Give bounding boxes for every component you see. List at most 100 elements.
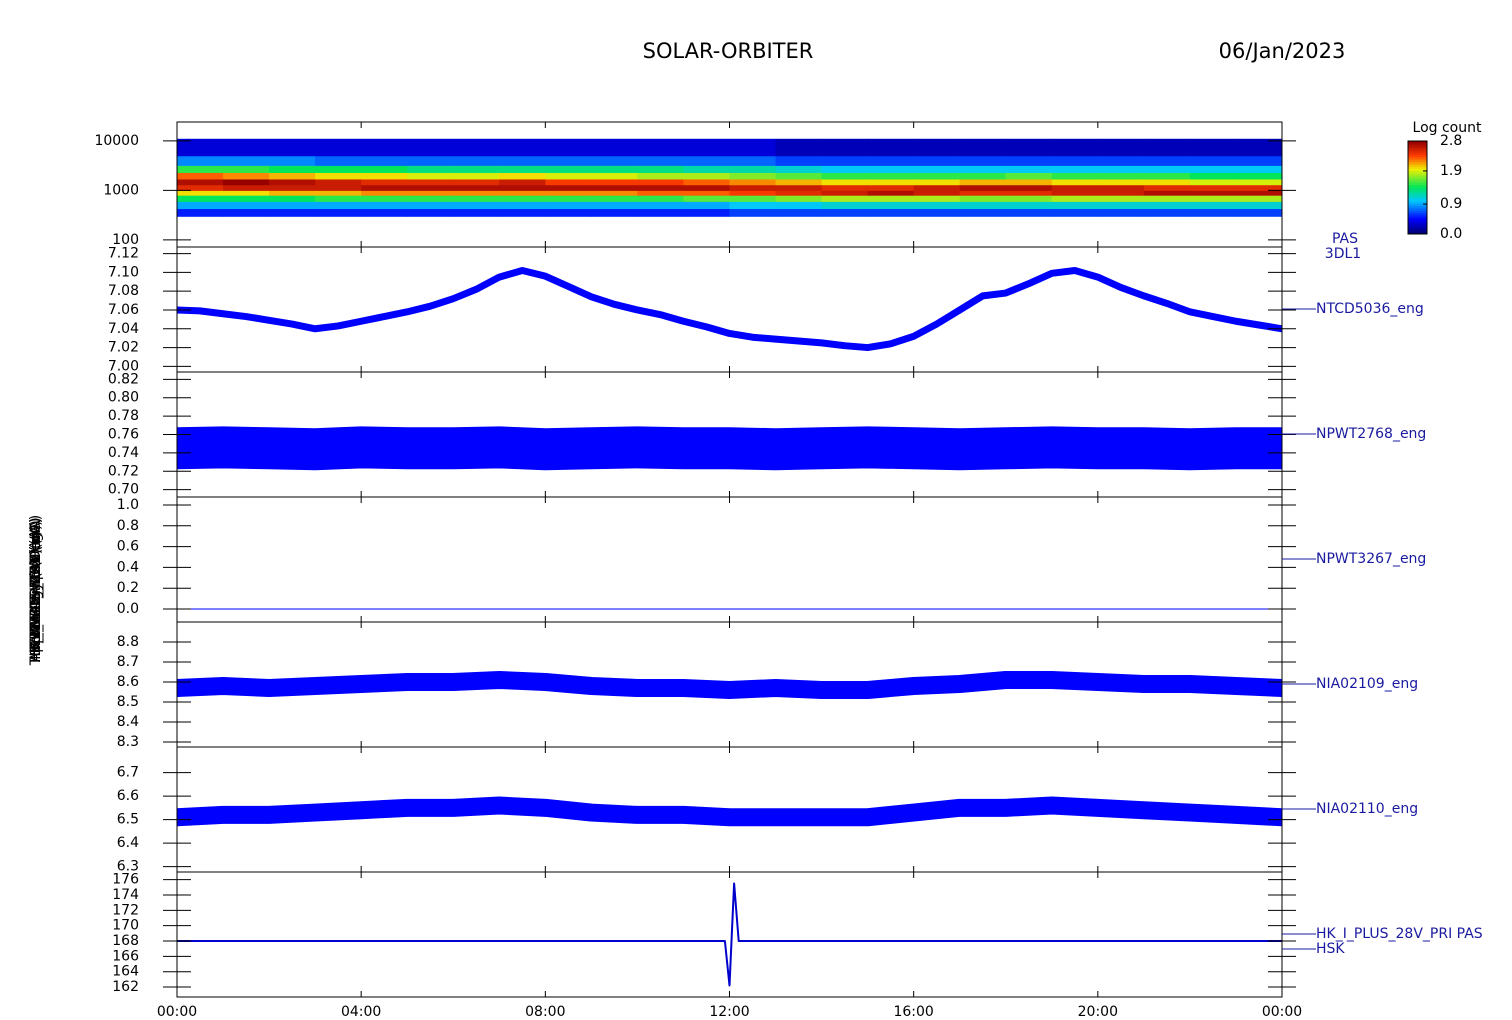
heat-cell [1097, 172, 1145, 180]
heat-cell [1235, 172, 1283, 180]
heat-cell [775, 184, 823, 191]
heat-cell [1097, 184, 1145, 191]
heat-cell [683, 201, 730, 210]
heat-cell [223, 155, 270, 166]
heat-cell [223, 190, 270, 196]
heat-cell [913, 184, 961, 191]
heat-cell [1051, 165, 1099, 173]
heat-cell [361, 201, 408, 210]
heat-cell [545, 155, 592, 166]
heat-cell [223, 172, 270, 180]
heat-cell [1189, 155, 1237, 166]
heat-cell [637, 155, 684, 166]
heat-cell [683, 178, 730, 186]
heat-cell [361, 172, 408, 180]
heat-cell [1143, 178, 1191, 186]
heat-cell [407, 190, 454, 196]
heat-cell [177, 138, 224, 157]
y-tick-label: 0.70 [108, 482, 139, 498]
heat-cell [683, 190, 730, 196]
y-tick-label: 172 [112, 902, 139, 918]
heat-cell [821, 155, 869, 166]
y-tick-label: 100 [112, 232, 139, 248]
heat-cell [959, 178, 1007, 186]
heat-cell [1051, 190, 1099, 196]
heat-cell [913, 138, 961, 157]
heat-cell [177, 195, 224, 202]
heat-cell [775, 172, 823, 180]
colorbar-step [1408, 164, 1427, 168]
heat-cell [1097, 165, 1145, 173]
heat-cell [223, 208, 270, 217]
heat-cell [637, 208, 684, 217]
heat-cell [315, 184, 362, 191]
colorbar-step [1408, 224, 1427, 228]
y-tick-label: 174 [112, 887, 139, 903]
heat-cell [1235, 195, 1283, 202]
heat-cell [913, 195, 961, 202]
heat-cell [453, 178, 500, 186]
heat-cell [591, 201, 638, 210]
heat-cell [1005, 165, 1053, 173]
x-tick-label: 12:00 [709, 1004, 749, 1020]
heat-cell [269, 172, 316, 180]
colorbar-step [1408, 215, 1427, 219]
x-tick-label: 04:00 [341, 1004, 381, 1020]
heat-cell [683, 208, 730, 217]
heat-cell [223, 184, 270, 191]
heat-cell [867, 195, 915, 202]
heat-cell [1235, 201, 1283, 210]
y-axis-label: Energy (eV) [28, 549, 44, 632]
series-label: 3DL1 [1325, 246, 1361, 262]
heat-cell [361, 190, 408, 196]
data-line [176, 796, 1283, 827]
heat-cell [315, 201, 362, 210]
heat-cell [1097, 190, 1145, 196]
heat-cell [1051, 195, 1099, 202]
y-tick-label: 6.6 [117, 788, 139, 804]
heat-cell [637, 138, 684, 157]
heat-cell [1005, 184, 1053, 191]
y-tick-label: 6.5 [117, 812, 139, 828]
heat-cell [637, 165, 684, 173]
y-tick-label: 8.6 [117, 674, 139, 690]
colorbar-step [1408, 196, 1427, 200]
heat-cell [821, 184, 869, 191]
y-tick-label: 8.5 [117, 694, 139, 710]
colorbar-step [1408, 192, 1427, 195]
heat-cell [729, 208, 777, 217]
heat-cell [637, 195, 684, 202]
heat-cell [1143, 201, 1191, 210]
heat-cell [499, 155, 546, 166]
heat-cell [407, 195, 454, 202]
heat-cell [499, 172, 546, 180]
heat-cell [729, 184, 777, 191]
heat-cell [1005, 208, 1053, 217]
y-tick-label: 6.3 [117, 859, 139, 875]
y-tick-label: 0.2 [117, 580, 139, 596]
heat-cell [1051, 172, 1099, 180]
y-tick-label: 0.4 [117, 559, 139, 575]
heat-cell [867, 172, 915, 180]
heat-cell [1097, 178, 1145, 186]
heat-cell [545, 208, 592, 217]
colorbar-step [1408, 178, 1427, 182]
heat-cell [177, 178, 224, 186]
heat-cell [683, 155, 730, 166]
heat-cell [775, 178, 823, 186]
colorbar-step [1408, 150, 1427, 154]
heat-cell [637, 172, 684, 180]
heat-cell [407, 208, 454, 217]
heat-cell [591, 195, 638, 202]
heat-cell [959, 184, 1007, 191]
heat-cell [1189, 165, 1237, 173]
y-axis-label: HK_I_PLUS_28V (mA) [28, 517, 44, 663]
heat-cell [1235, 190, 1283, 196]
heat-cell [269, 190, 316, 196]
data-line [177, 882, 1282, 987]
y-tick-label: 168 [112, 933, 139, 949]
heat-cell [867, 190, 915, 196]
heat-cell [1143, 172, 1191, 180]
heat-cell [867, 155, 915, 166]
